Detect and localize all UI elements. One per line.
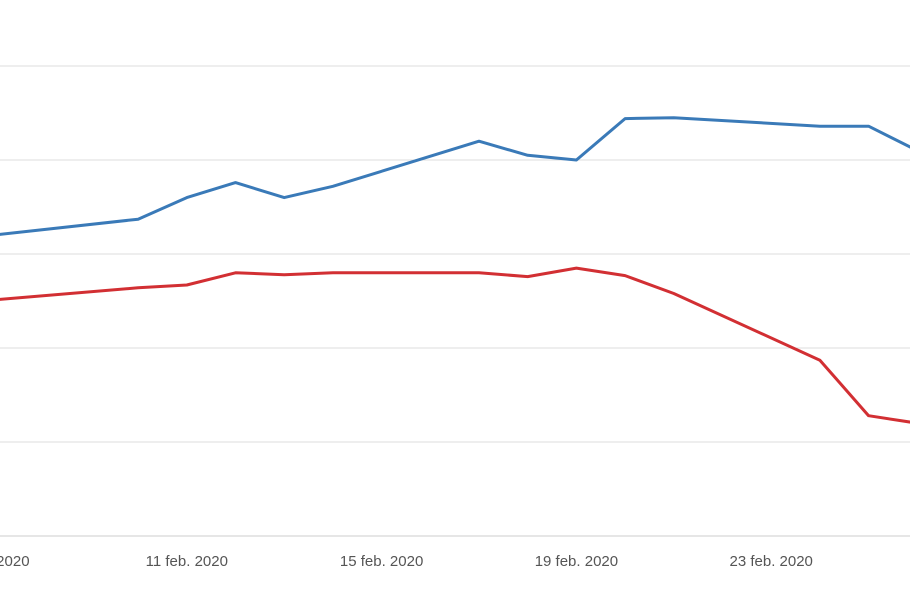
series-lines [0, 116, 910, 424]
x-tick-label: 15 feb. 2020 [340, 553, 423, 570]
series-line-2 [0, 266, 910, 424]
series-line-1 [0, 116, 910, 236]
x-tick-label: 23 feb. 2020 [729, 553, 812, 570]
x-tick-label: 19 feb. 2020 [535, 553, 618, 570]
gridlines [0, 65, 910, 443]
x-tick-label: 7 feb. 2020 [0, 553, 30, 570]
x-tick-label: 11 feb. 2020 [146, 553, 228, 570]
x-axis-tick-labels: 7 feb. 2020 11 feb. 2020 15 feb. 2020 19 fe… [0, 553, 813, 570]
